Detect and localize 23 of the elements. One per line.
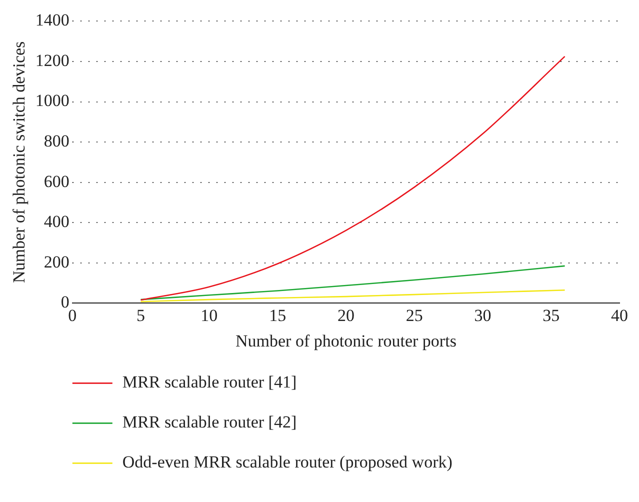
x-tick-label: 35: [542, 306, 560, 325]
x-tick-label: 40: [611, 306, 628, 325]
y-tick-label: 400: [44, 212, 70, 232]
y-tick-label: 1200: [35, 50, 70, 70]
x-axis-title: Number of photonic router ports: [235, 331, 456, 350]
x-tick-label: 20: [337, 306, 354, 325]
x-tick-label: 10: [200, 306, 218, 325]
y-tick-label: 0: [60, 292, 70, 312]
x-tick-label: 15: [269, 306, 286, 325]
x-tick-label: 5: [136, 306, 146, 325]
legend-label: MRR scalable router [41]: [122, 372, 297, 392]
y-tick-label: 1400: [35, 10, 70, 30]
y-tick-label: 200: [44, 252, 70, 272]
line-series: [140, 56, 566, 301]
legend-label: Odd-even MRR scalable router (proposed work): [122, 452, 452, 472]
x-tick-label: 30: [474, 306, 492, 325]
y-tick-label: 1000: [35, 91, 70, 110]
y-tick-label: 600: [44, 172, 70, 191]
line-series: [140, 289, 566, 302]
y-axis-title: Number of photonic switch devices: [10, 41, 29, 284]
legend-label: MRR scalable router [42]: [122, 412, 297, 432]
x-tick-label: 25: [406, 306, 423, 325]
y-tick-label: 800: [44, 132, 70, 151]
